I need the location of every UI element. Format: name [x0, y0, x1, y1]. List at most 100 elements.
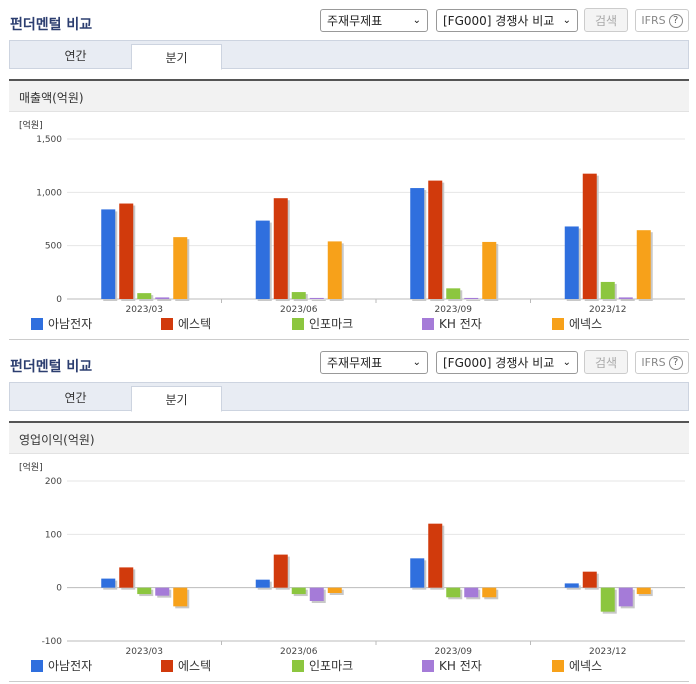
x-tick-label: 2023/03 — [126, 647, 163, 657]
legend-swatch — [31, 317, 43, 330]
compare-select[interactable]: [FG000] 경쟁사 비교 ⌄ — [436, 9, 578, 32]
legend-label: KH 전자 — [439, 659, 482, 673]
legend-item[interactable]: 에넥스 — [552, 657, 602, 674]
bar — [636, 230, 651, 299]
y-tick-label: 1,500 — [36, 135, 62, 145]
bar — [464, 587, 479, 598]
bar — [291, 292, 306, 299]
x-tick-label: 2023/06 — [280, 647, 318, 657]
x-tick-label: 2023/12 — [589, 305, 626, 315]
ifrs-label: IFRS — [641, 14, 666, 27]
bar — [582, 173, 597, 299]
unit-label: [억원] — [19, 461, 43, 473]
bar — [309, 297, 324, 299]
y-tick-label: 0 — [56, 584, 62, 594]
chart-legend: 아남전자 에스텍 인포마크 KH 전자 에넥스 — [31, 657, 671, 673]
bar — [482, 587, 497, 598]
y-tick-label: 1,000 — [36, 188, 62, 198]
bar-shadow — [311, 299, 326, 301]
search-button[interactable]: 검색 — [584, 8, 628, 32]
period-tabs: 연간 분기 — [9, 382, 689, 412]
legend-item[interactable]: 에넥스 — [552, 315, 602, 332]
bar — [446, 288, 461, 299]
legend-swatch — [292, 317, 304, 330]
bar — [273, 554, 288, 588]
legend-swatch — [552, 659, 564, 672]
legend-label: 인포마크 — [309, 317, 354, 331]
bar — [564, 226, 579, 299]
ifrs-label: IFRS — [641, 356, 666, 369]
bar — [618, 297, 633, 299]
statement-select-value: 주재무제표 — [327, 14, 383, 28]
legend-label: 에스텍 — [178, 317, 212, 331]
bar — [119, 567, 134, 588]
legend-label: KH 전자 — [439, 317, 482, 331]
search-button[interactable]: 검색 — [584, 350, 628, 374]
period-tabs: 연간 분기 — [9, 40, 689, 70]
tab-quarterly[interactable]: 분기 — [131, 44, 222, 70]
bar — [410, 188, 425, 299]
bar — [291, 587, 306, 595]
bar — [446, 587, 461, 598]
legend-item[interactable]: 아남전자 — [31, 657, 92, 674]
bar — [327, 587, 342, 593]
legend-item[interactable]: 인포마크 — [292, 657, 353, 674]
bar — [618, 587, 633, 607]
bar-shadow — [466, 299, 481, 301]
legend-label: 인포마크 — [309, 659, 354, 673]
ifrs-button[interactable]: IFRS ? — [635, 9, 689, 32]
bar — [173, 237, 188, 299]
legend-item[interactable]: KH 전자 — [422, 657, 482, 674]
unit-label: [억원] — [19, 119, 43, 131]
tab-annual[interactable]: 연간 — [64, 48, 87, 63]
bar-shadow — [620, 299, 635, 301]
ifrs-button[interactable]: IFRS ? — [635, 351, 689, 374]
x-tick-label: 2023/12 — [589, 647, 626, 657]
compare-select[interactable]: [FG000] 경쟁사 비교 ⌄ — [436, 351, 578, 374]
legend-item[interactable]: 에스텍 — [161, 657, 211, 674]
legend-swatch — [161, 659, 173, 672]
bar-shadow — [157, 299, 172, 301]
legend-swatch — [422, 317, 434, 330]
x-tick-label: 2023/06 — [280, 305, 318, 315]
legend-label: 에넥스 — [569, 317, 603, 331]
bar — [101, 209, 116, 299]
tab-annual[interactable]: 연간 — [64, 390, 87, 405]
compare-select-value: [FG000] 경쟁사 비교 — [443, 356, 555, 370]
legend-label: 아남전자 — [48, 659, 93, 673]
bar — [600, 281, 615, 299]
legend-label: 에스텍 — [178, 659, 212, 673]
bar — [155, 587, 170, 596]
bar — [255, 579, 270, 588]
chevron-down-icon: ⌄ — [562, 357, 571, 368]
section-title: 펀더멘털 비교 — [10, 359, 93, 375]
legend-swatch — [292, 659, 304, 672]
statement-select[interactable]: 주재무제표 ⌄ — [320, 351, 428, 374]
statement-select-value: 주재무제표 — [327, 356, 383, 370]
tab-quarterly[interactable]: 분기 — [131, 386, 222, 412]
legend-item[interactable]: KH 전자 — [422, 315, 482, 332]
legend-item[interactable]: 인포마크 — [292, 315, 353, 332]
sales-chart: [억원] 1,500 1,000 500 0 2023/03 2023/06 2023/09 2… — [19, 119, 685, 315]
bar — [119, 203, 134, 299]
bar — [636, 587, 651, 595]
bar — [155, 297, 170, 299]
fundamental-section-sales: 펀더멘털 비교 주재무제표 ⌄ [FG000] 경쟁사 비교 ⌄ 검색 IFRS… — [9, 8, 689, 340]
legend-item[interactable]: 아남전자 — [31, 315, 92, 332]
legend-item[interactable]: 에스텍 — [161, 315, 211, 332]
chart-title: 매출액(억원) — [9, 81, 689, 112]
statement-select[interactable]: 주재무제표 ⌄ — [320, 9, 428, 32]
chevron-down-icon: ⌄ — [412, 357, 421, 368]
chevron-down-icon: ⌄ — [412, 15, 421, 26]
bar — [464, 297, 479, 299]
bar — [482, 241, 497, 299]
help-icon[interactable]: ? — [668, 355, 683, 370]
help-icon[interactable]: ? — [668, 13, 683, 28]
legend-swatch — [31, 659, 43, 672]
bar — [428, 180, 443, 299]
x-tick-label: 2023/09 — [435, 647, 473, 657]
bar — [255, 220, 270, 299]
x-tick-label: 2023/03 — [126, 305, 163, 315]
compare-select-value: [FG000] 경쟁사 비교 — [443, 14, 555, 28]
y-tick-label: 500 — [45, 242, 62, 252]
